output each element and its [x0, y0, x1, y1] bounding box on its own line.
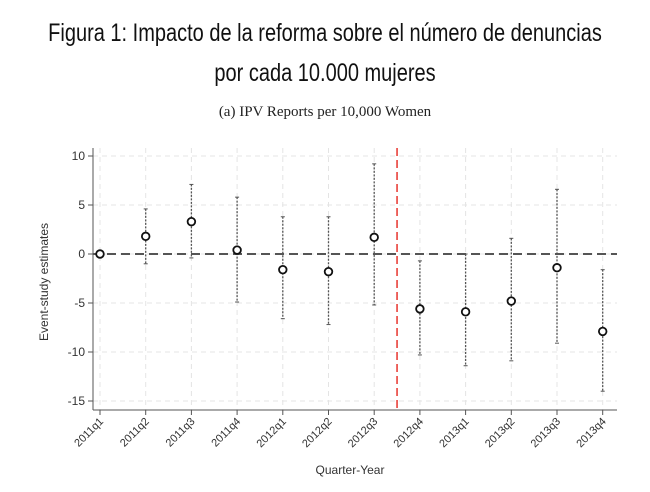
- point-estimate: [186, 216, 197, 227]
- y-tick-label: 0: [78, 247, 85, 261]
- point-estimate: [232, 245, 242, 255]
- x-tick-label: 2011q2: [118, 416, 152, 450]
- x-tick-label: 2012q2: [300, 416, 334, 450]
- point-estimate: [552, 263, 562, 273]
- x-tick-label: 2011q3: [164, 416, 198, 450]
- x-tick-label: 2013q4: [574, 416, 608, 450]
- y-tick-label: 5: [78, 198, 85, 212]
- point-estimate: [95, 249, 105, 259]
- x-tick-label: 2011q1: [72, 416, 106, 450]
- x-tick-label: 2013q3: [529, 416, 563, 450]
- x-axis-label: Quarter-Year: [316, 463, 385, 477]
- y-axis-label: Event-study estimates: [37, 223, 51, 341]
- point-estimate: [415, 304, 425, 314]
- point-estimate: [598, 326, 608, 337]
- point-estimate: [369, 232, 379, 243]
- y-tick-label: -10: [68, 345, 86, 359]
- point-estimate: [506, 296, 516, 306]
- x-tick-label: 2012q3: [346, 416, 380, 450]
- x-tick-label: 2012q1: [254, 416, 288, 450]
- y-tick-label: 10: [72, 149, 86, 163]
- y-tick-label: -15: [68, 394, 86, 408]
- x-tick-label: 2011q4: [209, 416, 243, 450]
- x-tick-label: 2013q1: [437, 416, 471, 450]
- point-estimate: [140, 231, 151, 242]
- point-estimate: [278, 264, 288, 275]
- figure-title-line2: por cada 10.000 mujeres: [214, 59, 436, 87]
- point-estimate: [323, 266, 334, 277]
- point-estimate: [460, 307, 471, 317]
- figure-title-line1: Figura 1: Impacto de la reforma sobre el…: [48, 19, 602, 47]
- chart-subtitle: (a) IPV Reports per 10,000 Women: [218, 104, 432, 120]
- x-tick-label: 2012q4: [392, 416, 426, 450]
- x-tick-label: 2013q2: [483, 416, 517, 450]
- y-tick-label: -5: [74, 296, 85, 310]
